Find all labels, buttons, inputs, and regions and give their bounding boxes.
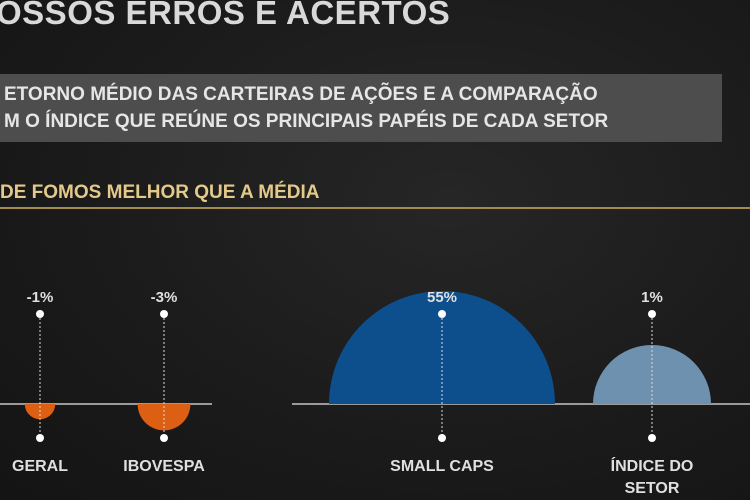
section-heading: DE FOMOS MELHOR QUE A MÉDIA xyxy=(0,182,320,203)
value-label-geral: -1% xyxy=(27,289,54,306)
category-label-geral: GERAL xyxy=(12,458,68,475)
page-title: OSSOS ERROS E ACERTOS xyxy=(0,0,451,31)
value-label-indice-setor: 1% xyxy=(641,289,663,306)
category-label-ibovespa: IBOVESPA xyxy=(123,458,205,475)
subtitle-line-2: M O ÍNDICE QUE REÚNE OS PRINCIPAIS PAPÉI… xyxy=(4,111,609,132)
section-divider xyxy=(0,207,750,209)
marker-top-small-caps xyxy=(438,310,446,318)
marker-top-geral xyxy=(36,310,44,318)
category-label-indice-setor-line2: SETOR xyxy=(625,480,680,497)
dome-ibovespa xyxy=(137,404,191,431)
value-label-small-caps: 55% xyxy=(427,289,457,306)
marker-bottom-small-caps xyxy=(438,434,446,442)
subtitle-box: ETORNO MÉDIO DAS CARTEIRAS DE AÇÕES E A … xyxy=(0,74,722,142)
marker-bottom-geral xyxy=(36,434,44,442)
value-label-ibovespa: -3% xyxy=(151,289,178,306)
category-label-small-caps: SMALL CAPS xyxy=(390,458,494,475)
subtitle-line-1: ETORNO MÉDIO DAS CARTEIRAS DE AÇÕES E A … xyxy=(4,84,598,105)
marker-bottom-ibovespa xyxy=(160,434,168,442)
marker-bottom-indice-setor xyxy=(648,434,656,442)
marker-top-ibovespa xyxy=(160,310,168,318)
category-label-indice-setor-line1: ÍNDICE DO xyxy=(611,456,694,475)
marker-top-indice-setor xyxy=(648,310,656,318)
